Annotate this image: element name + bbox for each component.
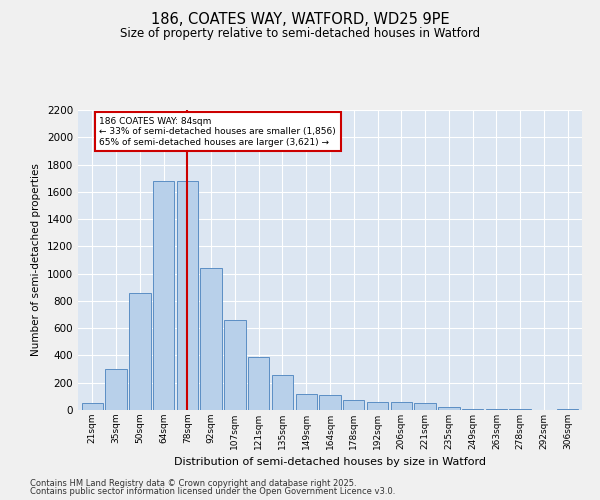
Bar (367, 402, 388, 410)
Bar (248, 357, 269, 410)
Bar (343, 400, 364, 410)
Y-axis label: Number of semi-detached properties: Number of semi-detached properties (31, 164, 41, 356)
Bar (462, 408, 484, 410)
Bar (129, 292, 151, 410)
Text: 186, COATES WAY, WATFORD, WD25 9PE: 186, COATES WAY, WATFORD, WD25 9PE (151, 12, 449, 28)
Text: Contains public sector information licensed under the Open Government Licence v3: Contains public sector information licen… (30, 487, 395, 496)
Bar (272, 375, 293, 410)
Text: 186 COATES WAY: 84sqm
← 33% of semi-detached houses are smaller (1,856)
65% of s: 186 COATES WAY: 84sqm ← 33% of semi-deta… (100, 117, 336, 146)
Bar (176, 181, 198, 410)
X-axis label: Distribution of semi-detached houses by size in Watford: Distribution of semi-detached houses by … (174, 458, 486, 468)
Bar (438, 408, 460, 410)
Bar (415, 402, 436, 410)
Text: Size of property relative to semi-detached houses in Watford: Size of property relative to semi-detach… (120, 28, 480, 40)
Bar (200, 268, 222, 410)
Bar (153, 181, 174, 410)
Bar (296, 394, 317, 410)
Text: Contains HM Land Registry data © Crown copyright and database right 2025.: Contains HM Land Registry data © Crown c… (30, 478, 356, 488)
Bar (486, 409, 507, 410)
Bar (82, 403, 103, 410)
Bar (224, 320, 245, 410)
Bar (319, 395, 341, 410)
Bar (106, 369, 127, 410)
Bar (391, 402, 412, 410)
